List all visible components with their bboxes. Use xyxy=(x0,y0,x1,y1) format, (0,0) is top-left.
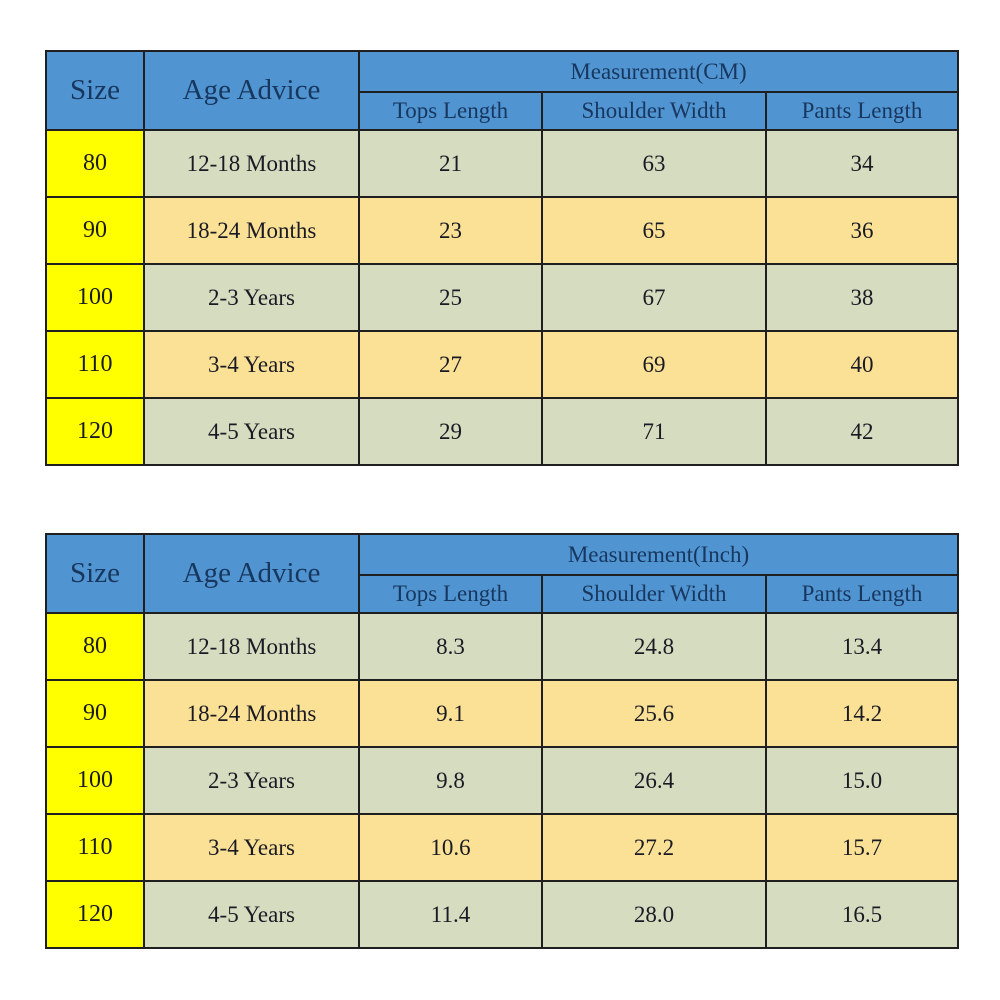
pants-length-header: Pants Length xyxy=(764,91,960,131)
size-cell: 90 xyxy=(45,679,145,748)
table-row: 110 3-4 Years 10.6 27.2 15.7 xyxy=(45,813,959,882)
tops-length-cell: 10.6 xyxy=(358,813,543,882)
table-row: 80 12-18 Months 8.3 24.8 13.4 xyxy=(45,612,959,681)
tops-length-cell: 25 xyxy=(358,263,543,332)
size-cell: 120 xyxy=(45,397,145,466)
age-cell: 18-24 Months xyxy=(143,196,360,265)
tops-length-header: Tops Length xyxy=(358,574,543,614)
shoulder-width-cell: 24.8 xyxy=(541,612,767,681)
measurement-inch-header: Measurement(Inch) xyxy=(358,533,959,576)
size-cell: 110 xyxy=(45,813,145,882)
measurement-cm-header: Measurement(CM) xyxy=(357,50,960,93)
table-row: 90 18-24 Months 9.1 25.6 14.2 xyxy=(45,679,959,748)
tops-length-cell: 21 xyxy=(358,129,543,198)
age-cell: 18-24 Months xyxy=(143,679,360,748)
age-cell: 12-18 Months xyxy=(143,129,360,198)
age-advice-column-header: Age Advice xyxy=(143,50,360,131)
pants-length-cell: 14.2 xyxy=(765,679,959,748)
size-cell: 120 xyxy=(45,880,145,949)
pants-length-cell: 36 xyxy=(764,196,960,265)
shoulder-width-header: Shoulder Width xyxy=(541,91,767,131)
pants-length-cell: 42 xyxy=(764,397,960,466)
age-cell: 12-18 Months xyxy=(143,612,360,681)
size-column-header: Size xyxy=(45,50,145,131)
shoulder-width-cell: 25.6 xyxy=(541,679,767,748)
pants-length-cell: 34 xyxy=(764,129,960,198)
size-chart-inch-table: Size Age Advice Measurement(Inch) Tops L… xyxy=(45,533,959,949)
age-cell: 3-4 Years xyxy=(143,813,360,882)
size-column-header: Size xyxy=(45,533,145,614)
tops-length-cell: 29 xyxy=(358,397,543,466)
pants-length-cell: 16.5 xyxy=(765,880,959,949)
size-chart-inch: Size Age Advice Measurement(Inch) Tops L… xyxy=(45,533,959,949)
size-cell: 80 xyxy=(45,129,145,198)
age-advice-column-header: Age Advice xyxy=(143,533,360,614)
shoulder-width-cell: 63 xyxy=(541,129,767,198)
table-row: 90 18-24 Months 23 65 36 xyxy=(45,196,960,265)
tops-length-cell: 9.8 xyxy=(358,746,543,815)
pants-length-cell: 38 xyxy=(764,263,960,332)
table-row: 100 2-3 Years 25 67 38 xyxy=(45,263,960,332)
size-chart-cm: Size Age Advice Measurement(CM) Tops Len… xyxy=(45,50,960,466)
size-cell: 110 xyxy=(45,330,145,399)
tops-length-cell: 23 xyxy=(358,196,543,265)
shoulder-width-cell: 28.0 xyxy=(541,880,767,949)
table-row: 110 3-4 Years 27 69 40 xyxy=(45,330,960,399)
table-row: 80 12-18 Months 21 63 34 xyxy=(45,129,960,198)
table-row: 120 4-5 Years 29 71 42 xyxy=(45,397,960,466)
shoulder-width-cell: 71 xyxy=(541,397,767,466)
size-cell: 90 xyxy=(45,196,145,265)
tops-length-cell: 8.3 xyxy=(358,612,543,681)
header-row-top: Size Age Advice Measurement(CM) xyxy=(45,50,960,131)
age-cell: 4-5 Years xyxy=(143,397,360,466)
size-cell: 100 xyxy=(45,746,145,815)
tops-length-cell: 9.1 xyxy=(358,679,543,748)
pants-length-cell: 13.4 xyxy=(765,612,959,681)
table-row: 100 2-3 Years 9.8 26.4 15.0 xyxy=(45,746,959,815)
pants-length-cell: 40 xyxy=(764,330,960,399)
shoulder-width-cell: 69 xyxy=(541,330,767,399)
table-row: 120 4-5 Years 11.4 28.0 16.5 xyxy=(45,880,959,949)
age-cell: 4-5 Years xyxy=(143,880,360,949)
age-cell: 2-3 Years xyxy=(143,263,360,332)
shoulder-width-cell: 26.4 xyxy=(541,746,767,815)
header-row-sub: Tops Length Shoulder Width Pants Length xyxy=(46,574,959,614)
tops-length-header: Tops Length xyxy=(358,91,543,131)
pants-length-cell: 15.7 xyxy=(765,813,959,882)
header-row-sub: Tops Length Shoulder Width Pants Length xyxy=(46,91,960,131)
size-cell: 100 xyxy=(45,263,145,332)
size-chart-cm-table: Size Age Advice Measurement(CM) Tops Len… xyxy=(45,50,960,466)
size-cell: 80 xyxy=(45,612,145,681)
age-cell: 2-3 Years xyxy=(143,746,360,815)
shoulder-width-cell: 67 xyxy=(541,263,767,332)
shoulder-width-header: Shoulder Width xyxy=(541,574,767,614)
tops-length-cell: 11.4 xyxy=(358,880,543,949)
pants-length-header: Pants Length xyxy=(765,574,959,614)
tops-length-cell: 27 xyxy=(358,330,543,399)
shoulder-width-cell: 65 xyxy=(541,196,767,265)
age-cell: 3-4 Years xyxy=(143,330,360,399)
header-row-top: Size Age Advice Measurement(Inch) xyxy=(45,533,959,614)
shoulder-width-cell: 27.2 xyxy=(541,813,767,882)
pants-length-cell: 15.0 xyxy=(765,746,959,815)
